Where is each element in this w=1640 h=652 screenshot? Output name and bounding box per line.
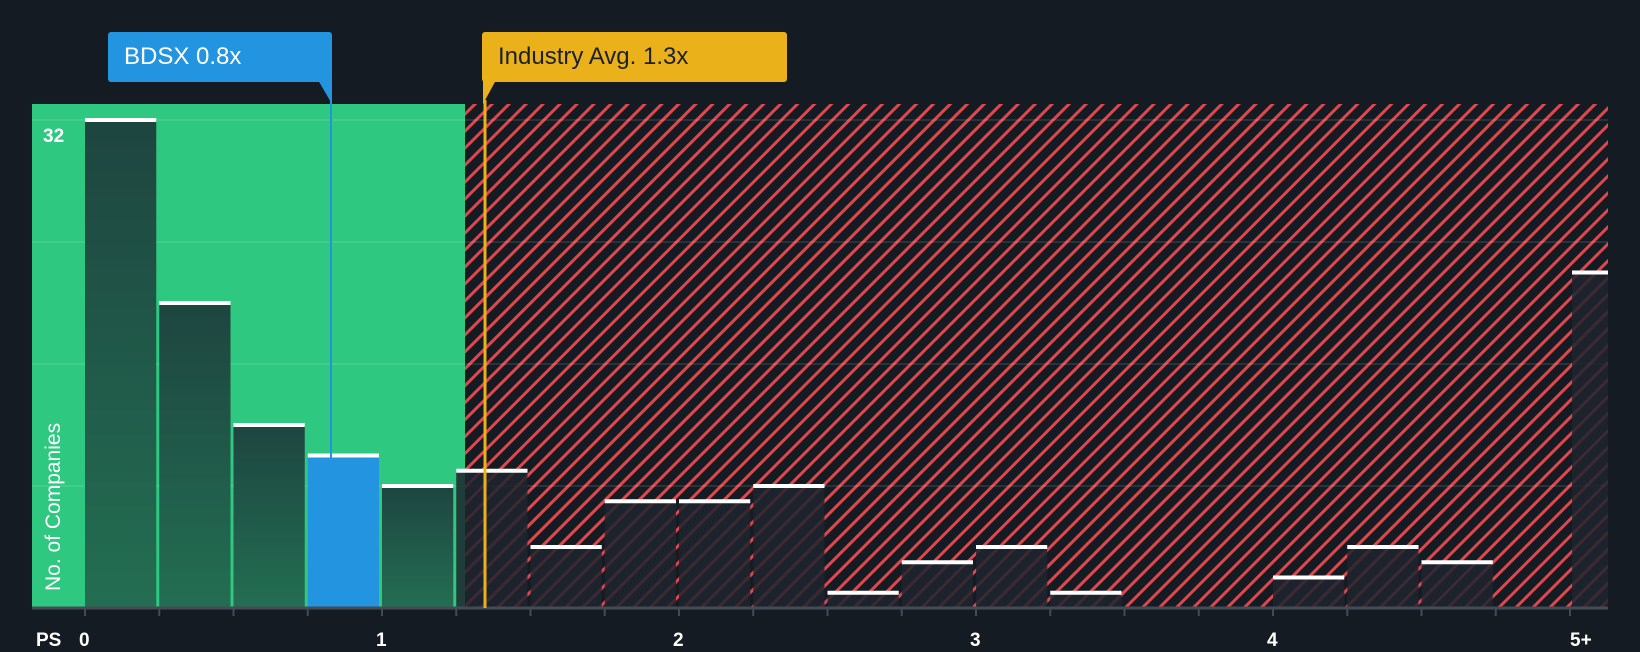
bar <box>827 592 899 608</box>
x-tick-label: 3 <box>970 630 981 651</box>
x-tick-label: 0 <box>79 630 90 651</box>
company-label-pointer <box>318 80 332 104</box>
x-ticks <box>84 608 1571 616</box>
bar-highlighted <box>307 455 379 608</box>
bar-cap <box>901 560 973 565</box>
bar <box>85 120 157 608</box>
bar <box>976 547 1048 608</box>
bar <box>159 303 231 608</box>
bar <box>456 470 528 608</box>
bar <box>233 425 305 608</box>
bar-cap <box>530 545 602 549</box>
bar-cap <box>1572 270 1608 275</box>
bar <box>1347 547 1419 608</box>
y-max-tick-label: 32 <box>43 126 65 147</box>
bar-cap <box>827 590 899 595</box>
x-tick-label: 1 <box>376 630 387 651</box>
bar <box>1572 272 1608 608</box>
x-tick-label: 5+ <box>1570 630 1592 651</box>
industry-label-pointer <box>483 80 496 104</box>
bar <box>382 486 454 608</box>
bar <box>604 501 676 608</box>
x-tick-label: 4 <box>1267 630 1278 651</box>
bar-cap <box>1421 560 1493 565</box>
bar <box>530 547 602 608</box>
bar-cap <box>1050 590 1122 595</box>
bar <box>753 486 825 608</box>
x-tick-label: 2 <box>673 630 684 651</box>
bar-cap <box>456 468 528 473</box>
bar <box>1050 592 1122 608</box>
industry-avg-label: Industry Avg. 1.3x <box>482 32 787 82</box>
bar-cap <box>382 484 454 488</box>
x-axis-title: PS <box>36 630 62 651</box>
bar-cap <box>604 499 676 504</box>
bar-cap <box>233 423 305 427</box>
bar-cap <box>679 499 751 504</box>
bar-cap <box>753 484 825 488</box>
bar <box>901 562 973 608</box>
bar <box>679 501 751 608</box>
bar-cap <box>1347 545 1419 549</box>
bar-cap <box>85 118 157 122</box>
y-axis-title: No. of Companies <box>42 422 65 591</box>
bars <box>85 118 1608 608</box>
company-ps-label: BDSX 0.8x <box>108 32 332 82</box>
bar-cap <box>159 301 231 305</box>
bar <box>1273 577 1345 608</box>
bar-cap <box>976 545 1048 549</box>
bar-cap <box>1273 575 1345 580</box>
bar-cap <box>307 453 379 458</box>
bar <box>1421 562 1493 608</box>
